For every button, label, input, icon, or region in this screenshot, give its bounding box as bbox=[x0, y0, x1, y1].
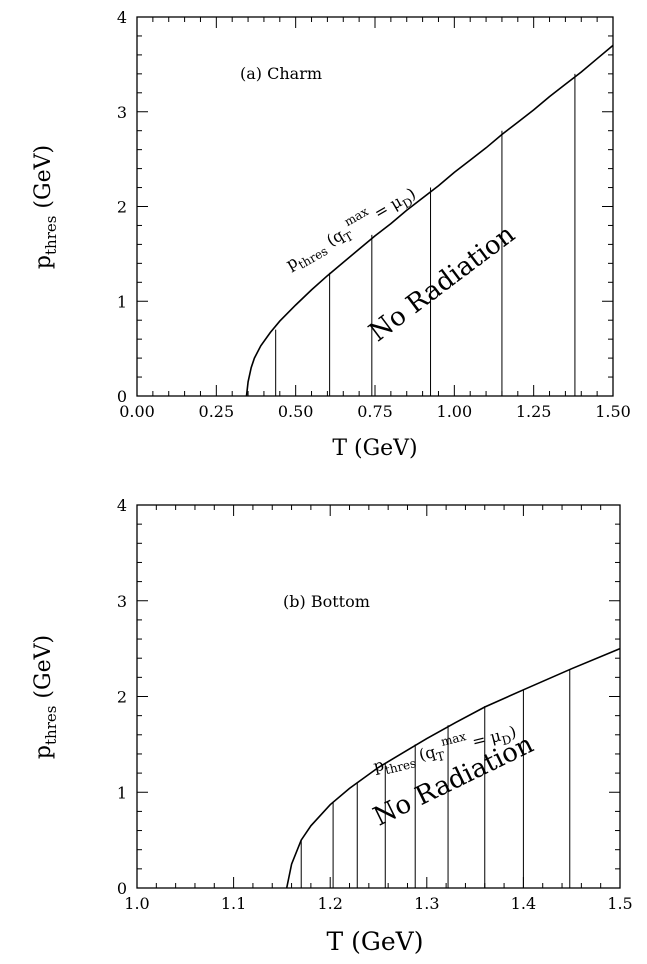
y-tick-label: 4 bbox=[117, 496, 127, 515]
panel-label: (a) Charm bbox=[240, 64, 322, 83]
y-axis-label: pthres (GeV) bbox=[31, 635, 60, 759]
y-axis-label-text: pthres (GeV) bbox=[31, 145, 60, 269]
plot-area bbox=[245, 44, 614, 397]
threshold-curve bbox=[285, 647, 621, 889]
y-tick-label: 3 bbox=[117, 592, 127, 611]
x-tick-label: 1.5 bbox=[607, 894, 632, 913]
axis-ticks: 1.0 1.1 1.2 1.3 1.4 1.5 0 1 2 3 4 bbox=[117, 496, 633, 913]
axis-ticks: 0.00 0.25 0.50 0.75 1.00 1.25 1.50 0 1 2 3 4 bbox=[117, 8, 631, 421]
y-axis-label-text: pthres (GeV) bbox=[31, 635, 60, 759]
plot-area bbox=[285, 647, 621, 889]
x-axis-label: T (GeV) bbox=[332, 436, 417, 461]
y-tick-label: 2 bbox=[117, 198, 127, 217]
y-tick-label: 3 bbox=[117, 103, 127, 122]
y-axis-label: pthres (GeV) bbox=[31, 145, 60, 269]
x-tick-label: 1.00 bbox=[437, 402, 473, 421]
x-tick-label: 0.50 bbox=[278, 402, 314, 421]
x-tick-label: 1.4 bbox=[511, 894, 536, 913]
x-tick-label: 0.00 bbox=[119, 402, 155, 421]
x-tick-label: 1.50 bbox=[595, 402, 631, 421]
x-tick-label: 0.75 bbox=[357, 402, 393, 421]
y-tick-label: 4 bbox=[117, 8, 127, 27]
y-tick-label: 0 bbox=[117, 879, 127, 898]
threshold-curve bbox=[245, 44, 614, 397]
x-tick-label: 0.25 bbox=[199, 402, 235, 421]
x-tick-label: 1.3 bbox=[414, 894, 439, 913]
y-tick-label: 1 bbox=[117, 783, 127, 802]
x-tick-label: 1.0 bbox=[124, 894, 149, 913]
y-tick-label: 1 bbox=[117, 292, 127, 311]
x-tick-label: 1.25 bbox=[516, 402, 552, 421]
x-axis-label: T (GeV) bbox=[327, 927, 424, 956]
x-tick-label: 1.1 bbox=[221, 894, 246, 913]
x-tick-label: 1.2 bbox=[317, 894, 342, 913]
y-tick-label: 2 bbox=[117, 688, 127, 707]
y-tick-label: 0 bbox=[117, 387, 127, 406]
panel-label: (b) Bottom bbox=[283, 592, 370, 611]
